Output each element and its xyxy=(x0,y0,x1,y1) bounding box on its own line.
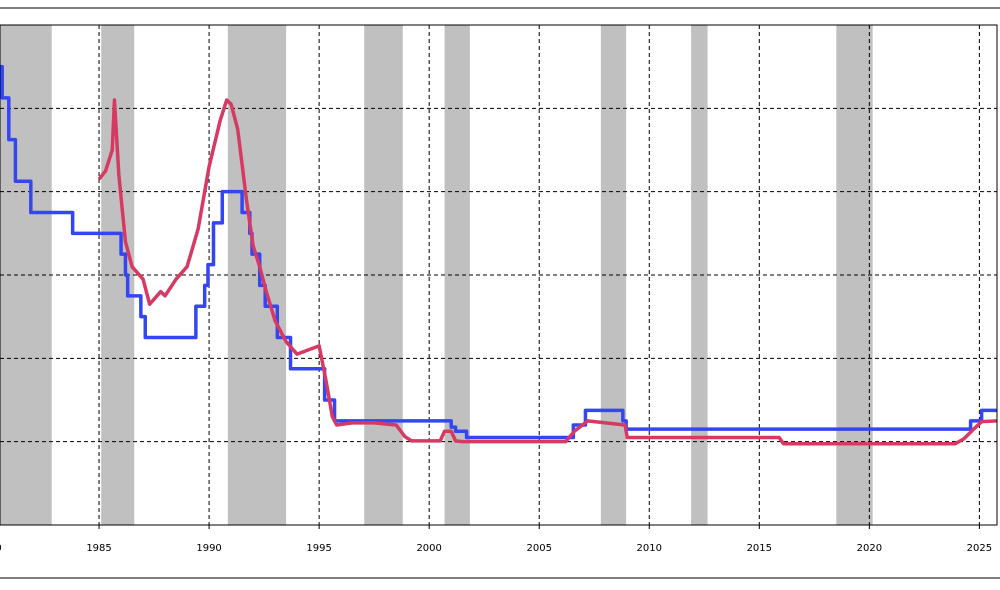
x-tick-label: 2015 xyxy=(747,543,772,554)
plot-area: 1980 1985 1990 1995 2000 2005 2010 2015 2020 2025 xyxy=(0,24,998,554)
plot-border xyxy=(0,24,998,526)
shaded-period xyxy=(691,25,708,525)
shaded-period xyxy=(227,25,287,525)
x-tick-label: 1980 xyxy=(0,543,2,554)
series-line xyxy=(97,98,998,446)
x-tick-label: 1985 xyxy=(86,543,111,554)
x-tick-label: 2005 xyxy=(526,543,551,554)
x-tick-label: 2025 xyxy=(967,543,992,554)
x-tick-label: 2000 xyxy=(416,543,441,554)
x-tick-label: 1995 xyxy=(306,543,331,554)
shaded-period xyxy=(364,25,403,525)
x-tick-label: 2020 xyxy=(857,543,882,554)
x-tick-label: 2010 xyxy=(637,543,662,554)
x-tick-label: 1990 xyxy=(196,543,221,554)
